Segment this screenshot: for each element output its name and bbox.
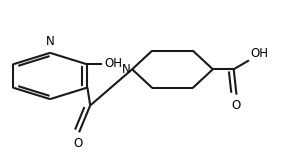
Text: N: N xyxy=(46,35,55,48)
Text: O: O xyxy=(232,99,241,112)
Text: OH: OH xyxy=(250,47,268,60)
Text: O: O xyxy=(73,137,82,150)
Text: OH: OH xyxy=(104,57,122,70)
Text: N: N xyxy=(122,63,130,76)
